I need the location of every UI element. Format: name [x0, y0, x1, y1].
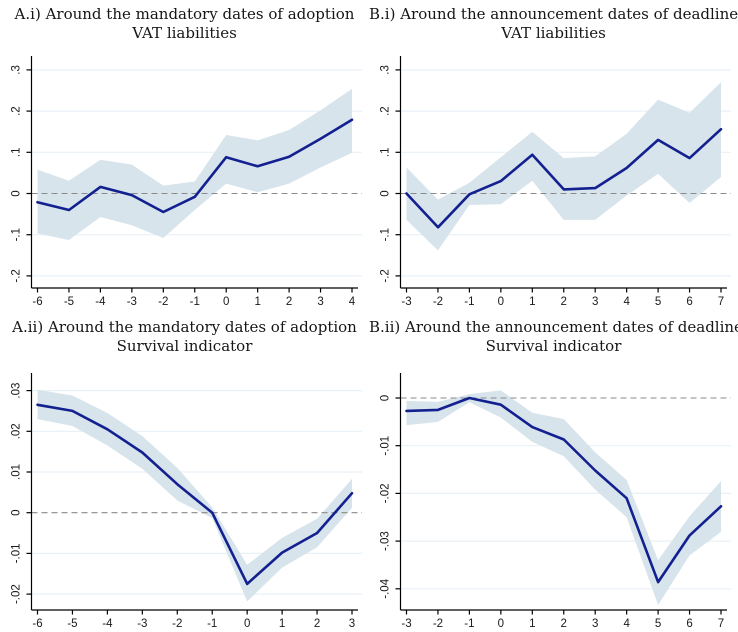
svg-text:4: 4	[623, 618, 630, 630]
panel-a-i: A.i) Around the mandatory dates of adopt…	[0, 0, 369, 313]
panel-b-ii-title: B.ii) Around the announcement dates of d…	[369, 313, 738, 369]
svg-text:1: 1	[279, 618, 285, 630]
panel-a-ii-title-line2: Survival indicator	[116, 337, 253, 355]
svg-text:1: 1	[529, 618, 535, 630]
svg-text:.3: .3	[11, 65, 23, 75]
svg-text:2: 2	[314, 618, 320, 630]
svg-text:3: 3	[349, 618, 355, 630]
svg-text:6: 6	[686, 618, 692, 630]
panel-a-ii-title: A.ii) Around the mandatory dates of adop…	[0, 313, 369, 369]
svg-text:2: 2	[561, 618, 567, 630]
svg-text:-.03: -.03	[380, 531, 392, 551]
svg-text:-1: -1	[464, 296, 474, 308]
svg-text:4: 4	[349, 296, 356, 308]
svg-text:-.2: -.2	[11, 269, 23, 282]
svg-text:-2: -2	[158, 296, 168, 308]
svg-text:.01: .01	[11, 464, 23, 480]
svg-text:.2: .2	[11, 106, 23, 116]
svg-text:-.02: -.02	[380, 483, 392, 503]
svg-text:.3: .3	[380, 65, 392, 75]
svg-text:3: 3	[317, 296, 323, 308]
svg-text:-2: -2	[172, 618, 182, 630]
panel-a-i-title-line1: A.i) Around the mandatory dates of adopt…	[14, 5, 355, 23]
svg-text:0: 0	[11, 509, 23, 515]
svg-text:3: 3	[592, 296, 598, 308]
chart-b-i: -.2 -.1 0 .1 .2 .3 -3 -2 -1 0 1 2 3 4 5 6 7	[380, 56, 731, 308]
svg-text:6: 6	[686, 296, 692, 308]
svg-text:-3: -3	[401, 618, 411, 630]
svg-text:0: 0	[223, 296, 229, 308]
svg-text:-3: -3	[127, 296, 137, 308]
svg-text:5: 5	[655, 296, 661, 308]
svg-text:-5: -5	[64, 296, 74, 308]
svg-text:-2: -2	[433, 296, 443, 308]
svg-text:-6: -6	[32, 618, 42, 630]
panel-b-ii-title-line2: Survival indicator	[485, 337, 622, 355]
svg-text:1: 1	[529, 296, 535, 308]
svg-text:0: 0	[498, 296, 504, 308]
svg-text:-.04: -.04	[380, 578, 392, 598]
svg-text:-.01: -.01	[380, 436, 392, 456]
svg-text:-.2: -.2	[380, 269, 392, 282]
svg-text:0: 0	[380, 395, 392, 401]
chart-a-i: -.2 -.1 0 .1 .2 .3 -6 -5 -4 -3 -2 -1 0 1 2 3 4	[11, 56, 362, 308]
panel-a-ii-title-line1: A.ii) Around the mandatory dates of adop…	[12, 318, 357, 336]
panel-a-i-title-line2: VAT liabilities	[132, 24, 237, 42]
panel-b-i-title: B.i) Around the announcement dates of de…	[369, 0, 738, 52]
svg-text:2: 2	[561, 296, 567, 308]
svg-text:7: 7	[718, 296, 724, 308]
svg-text:-1: -1	[464, 618, 474, 630]
chart-a-ii: -.02 -.01 0 .01 .02 .03 -6 -5 -4 -3 -2 -1 0 1 2 3	[11, 373, 362, 630]
svg-text:-4: -4	[95, 296, 106, 308]
panel-b-ii-title-line1: B.ii) Around the announcement dates of d…	[369, 318, 738, 336]
svg-text:.1: .1	[11, 148, 23, 158]
svg-text:0: 0	[498, 618, 504, 630]
svg-text:-3: -3	[137, 618, 147, 630]
svg-text:-1: -1	[207, 618, 217, 630]
svg-text:5: 5	[655, 618, 661, 630]
svg-text:.2: .2	[380, 106, 392, 116]
svg-text:-4: -4	[102, 618, 113, 630]
svg-text:-.02: -.02	[11, 584, 23, 604]
panel-b-i-title-line1: B.i) Around the announcement dates of de…	[369, 5, 738, 23]
svg-text:-.1: -.1	[11, 228, 23, 241]
svg-text:0: 0	[11, 190, 23, 196]
panel-b-i-title-line2: VAT liabilities	[501, 24, 606, 42]
panel-a-i-title: A.i) Around the mandatory dates of adopt…	[0, 0, 369, 52]
svg-text:3: 3	[592, 618, 598, 630]
svg-text:-.01: -.01	[11, 543, 23, 563]
svg-text:1: 1	[254, 296, 260, 308]
panel-b-i: B.i) Around the announcement dates of de…	[369, 0, 738, 313]
svg-text:0: 0	[244, 618, 250, 630]
svg-text:-3: -3	[401, 296, 411, 308]
panel-a-ii: A.ii) Around the mandatory dates of adop…	[0, 313, 369, 632]
svg-text:2: 2	[286, 296, 292, 308]
svg-text:4: 4	[623, 296, 630, 308]
svg-text:-.1: -.1	[380, 228, 392, 241]
svg-text:0: 0	[380, 190, 392, 196]
chart-b-ii: -.04 -.03 -.02 -.01 0 -3 -2 -1 0 1 2 3 4 5 6 7	[380, 373, 731, 630]
svg-text:-5: -5	[67, 618, 77, 630]
svg-text:-1: -1	[190, 296, 200, 308]
svg-text:.1: .1	[380, 148, 392, 158]
panel-b-ii: B.ii) Around the announcement dates of d…	[369, 313, 738, 632]
svg-text:7: 7	[718, 618, 724, 630]
svg-text:.03: .03	[11, 383, 23, 399]
svg-text:-6: -6	[32, 296, 42, 308]
svg-text:-2: -2	[433, 618, 443, 630]
svg-text:.02: .02	[11, 423, 23, 439]
